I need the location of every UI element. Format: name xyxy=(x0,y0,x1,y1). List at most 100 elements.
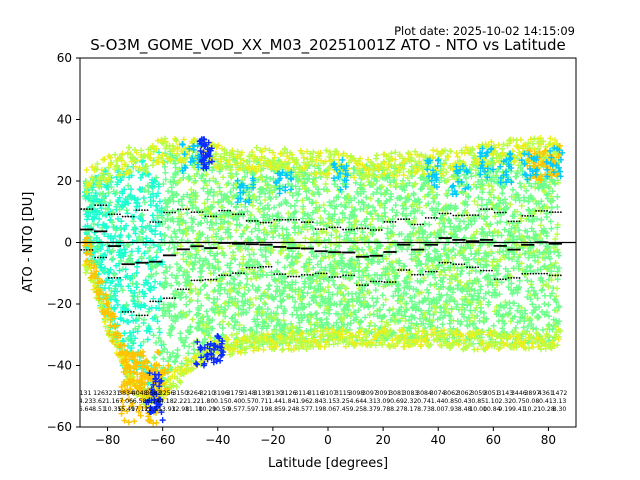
scatter-point xyxy=(195,325,202,332)
scatter-point xyxy=(140,293,147,300)
scatter-point xyxy=(439,321,446,328)
scatter-point xyxy=(283,200,290,207)
scatter-point xyxy=(216,290,223,297)
scatter-point xyxy=(110,255,117,262)
scatter-point xyxy=(193,251,200,258)
scatter-point xyxy=(241,328,248,335)
scatter-point xyxy=(149,184,156,191)
scatter-point xyxy=(119,287,126,294)
scatter-point xyxy=(426,221,433,228)
scatter-point xyxy=(214,250,221,257)
scatter-point xyxy=(386,306,393,313)
scatter-point xyxy=(100,198,107,205)
scatter-point xyxy=(203,308,210,315)
scatter-point xyxy=(225,320,232,327)
scatter-point xyxy=(173,234,180,241)
scatter-point xyxy=(125,256,132,263)
scatter-point xyxy=(195,247,202,254)
scatter-point xyxy=(186,329,193,336)
scatter-point xyxy=(178,211,185,218)
scatter-point xyxy=(225,209,232,216)
scatter-point xyxy=(114,215,121,222)
scatter-point xyxy=(175,198,182,205)
scatter-point xyxy=(118,283,125,290)
scatter-point xyxy=(156,305,163,312)
scatter-point xyxy=(226,280,233,287)
scatter-point xyxy=(225,226,232,233)
scatter-point xyxy=(477,268,484,275)
scatter-point xyxy=(125,319,132,326)
scatter-point xyxy=(247,236,254,243)
scatter-point xyxy=(145,324,152,331)
scatter-point xyxy=(245,192,252,199)
scatter-point xyxy=(283,226,290,233)
scatter-point xyxy=(543,214,550,221)
scatter-point xyxy=(204,313,211,320)
scatter-point xyxy=(349,302,356,309)
scatter-point xyxy=(123,222,130,229)
scatter-point xyxy=(165,188,172,195)
scatter-point xyxy=(218,245,225,252)
scatter-point xyxy=(192,177,199,184)
scatter-point xyxy=(187,280,194,287)
scatter-point xyxy=(243,281,250,288)
scatter-point xyxy=(250,302,257,309)
scatter-point xyxy=(94,221,101,228)
scatter-point xyxy=(145,308,152,315)
scatter-point xyxy=(105,189,112,196)
scatter-point xyxy=(174,249,181,256)
scatter-point xyxy=(194,170,201,177)
scatter-point xyxy=(209,325,216,332)
scatter-point xyxy=(127,193,134,200)
scatter-point xyxy=(219,274,226,281)
scatter-point xyxy=(458,265,465,272)
scatter-point xyxy=(177,177,184,184)
scatter-point xyxy=(198,302,205,309)
scatter-point xyxy=(171,303,178,310)
scatter-point xyxy=(121,246,128,253)
scatter-point xyxy=(468,221,475,228)
scatter-point xyxy=(144,280,151,287)
scatter-point xyxy=(215,259,222,266)
scatter-point xyxy=(233,203,240,210)
scatter-point xyxy=(392,183,399,190)
scatter-point xyxy=(379,292,386,299)
scatter-point xyxy=(107,199,114,206)
scatter-point xyxy=(512,324,519,331)
scatter-point xyxy=(155,149,162,156)
scatter-point xyxy=(213,230,220,237)
scatter-point xyxy=(162,176,169,183)
scatter-point xyxy=(107,266,114,273)
scatter-point xyxy=(185,350,192,357)
scatter-point xyxy=(149,264,156,271)
scatter-point xyxy=(99,191,106,198)
scatter-point xyxy=(167,354,174,361)
scatter-point xyxy=(201,246,208,253)
scatter-point xyxy=(248,211,255,218)
scatter-point xyxy=(219,318,226,325)
scatter-point xyxy=(180,272,187,279)
scatter-point xyxy=(248,246,255,253)
scatter-point xyxy=(163,280,170,287)
scatter-point xyxy=(181,338,188,345)
scatter-point xyxy=(130,340,137,347)
scatter-point xyxy=(162,275,169,282)
scatter-point xyxy=(326,310,333,317)
scatter-point xyxy=(471,256,478,263)
scatter-point xyxy=(539,286,546,293)
scatter-point xyxy=(462,225,469,232)
scatter-point xyxy=(188,288,195,295)
scatter-point xyxy=(183,301,190,308)
scatter-point xyxy=(204,324,211,331)
scatter-point xyxy=(209,167,216,174)
scatter-point xyxy=(516,180,523,187)
scatter-point xyxy=(92,190,99,197)
scatter-point xyxy=(111,271,118,278)
scatter-point xyxy=(177,264,184,271)
scatter-point xyxy=(109,256,116,263)
scatter-point xyxy=(190,216,197,223)
scatter-point xyxy=(485,289,492,296)
scatter-point xyxy=(239,230,246,237)
scatter-point xyxy=(135,323,142,330)
scatter-point xyxy=(218,203,225,210)
